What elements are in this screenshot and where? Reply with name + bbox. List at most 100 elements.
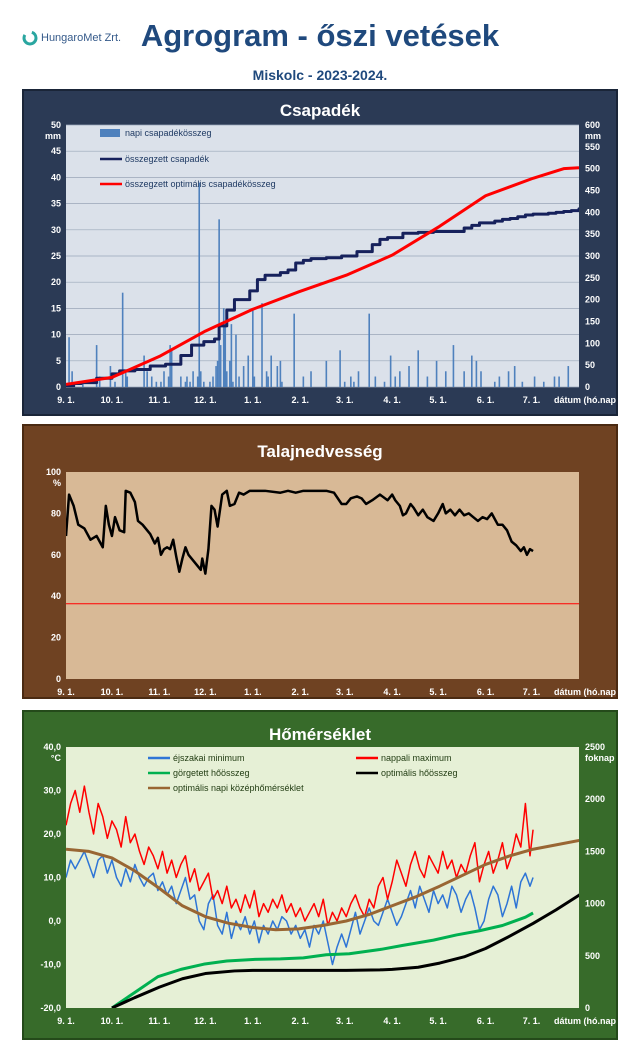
x-tick-label: 5. 1.: [429, 1016, 447, 1026]
series-group: [66, 489, 579, 605]
bar-mark: [475, 360, 478, 387]
series-line: [66, 850, 534, 966]
bar-mark: [155, 381, 158, 387]
series-line: [66, 489, 534, 575]
y-tick-label: 0,0: [48, 916, 61, 926]
bar-mark: [68, 337, 70, 387]
bar-mark: [203, 381, 205, 387]
y-tick-label: 45: [51, 146, 61, 156]
series-group: [66, 785, 579, 1008]
x-tick-label: 12. 1.: [194, 1016, 217, 1026]
series-line: [66, 838, 579, 932]
bar-mark: [444, 371, 447, 387]
bar-mark: [225, 371, 228, 387]
x-tick-label: 6. 1.: [477, 395, 495, 405]
x-tick-label: 1. 1.: [244, 1016, 262, 1026]
x-axis-label: dátum (hó.nap): [554, 687, 616, 697]
bar-mark: [114, 381, 116, 387]
x-tick-label: 7. 1.: [523, 687, 541, 697]
bar-mark: [417, 350, 420, 387]
chart-title: Talajnedvesség: [257, 442, 382, 461]
y2-tick-label: 0: [585, 1003, 590, 1013]
chart-title: Csapadék: [280, 101, 361, 120]
series-line: [66, 166, 579, 386]
bar-mark: [186, 376, 188, 387]
bar-mark: [343, 381, 346, 387]
bar-mark: [199, 371, 202, 387]
x-tick-label: 3. 1.: [336, 1016, 354, 1026]
y-tick-label: 20: [51, 277, 61, 287]
bar-mark: [95, 345, 98, 387]
x-tick-label: 10. 1.: [101, 395, 124, 405]
bar-mark: [279, 360, 282, 387]
bar-mark: [493, 381, 496, 387]
bar-mark: [150, 376, 153, 387]
y2-tick-label: 150: [585, 317, 600, 327]
y-tick-label: 10: [51, 330, 61, 340]
bar-mark: [121, 292, 124, 387]
y2-tick-label: 400: [585, 207, 600, 217]
y2-tick-label: 50: [585, 360, 595, 370]
bar-mark: [124, 371, 127, 387]
hungaromet-logo-icon: [22, 30, 38, 46]
bar-mark: [383, 381, 386, 387]
plot-area: [66, 472, 579, 679]
x-tick-label: 5. 1.: [429, 395, 447, 405]
y-tick-label: 50: [51, 120, 61, 130]
bar-mark: [542, 381, 545, 387]
y-tick-label: -20,0: [40, 1003, 61, 1013]
x-tick-label: 7. 1.: [523, 395, 541, 405]
legend-label: napi csapadékösszeg: [125, 128, 212, 138]
bar-mark: [126, 376, 129, 387]
bar-mark: [209, 381, 211, 387]
bar-mark: [267, 376, 269, 387]
page-subtitle: Miskolc - 2023-2024.: [252, 67, 388, 83]
bar-mark: [408, 366, 410, 387]
y2-tick-label: 100: [585, 338, 600, 348]
x-tick-label: 6. 1.: [477, 1016, 495, 1026]
bar-mark: [452, 345, 455, 387]
x-tick-label: 9. 1.: [57, 1016, 75, 1026]
y-unit-label: °C: [51, 753, 62, 763]
x-tick-label: 10. 1.: [101, 1016, 124, 1026]
bar-mark: [567, 366, 570, 387]
y-tick-label: 35: [51, 199, 61, 209]
bar-mark: [350, 376, 352, 387]
precipitation-panel: Csapadék 0 5 10 15 20 25 30 35 40 45 50 mm 0 50 100 150 2…: [22, 89, 618, 416]
y2-tick-label: 250: [585, 273, 600, 283]
series-group: [66, 166, 579, 387]
bar-mark: [229, 360, 231, 387]
bar-mark: [521, 381, 524, 387]
y2-tick-label: 0: [585, 382, 590, 392]
plot-area: [66, 747, 579, 1008]
bar-mark: [325, 360, 328, 387]
x-tick-label: 2. 1.: [292, 687, 310, 697]
series-line: [66, 207, 579, 387]
bar-mark: [216, 360, 219, 387]
hungaromet-logo: HungaroMet Zrt.: [22, 30, 121, 46]
y-tick-label: 20: [51, 633, 61, 643]
legend-label: optimális hőösszeg: [381, 768, 458, 778]
bar-mark: [293, 313, 295, 387]
y2-tick-label: 450: [585, 186, 600, 196]
page-title: Agrogram - őszi vetések: [140, 18, 500, 53]
bar-mark: [253, 376, 256, 387]
bar-mark: [426, 376, 429, 387]
y2-tick-label: 500: [585, 164, 600, 174]
bar-mark: [242, 366, 245, 387]
bar-mark: [218, 219, 220, 387]
x-tick-label: 9. 1.: [57, 687, 75, 697]
bar-mark: [170, 350, 173, 387]
y2-tick-label: 500: [585, 951, 600, 961]
x-tick-label: 4. 1.: [383, 395, 401, 405]
bar-mark: [368, 313, 371, 387]
bar-mark: [252, 308, 254, 387]
x-axis-label: dátum (hó.nap): [554, 395, 616, 405]
bar-mark: [219, 345, 222, 387]
x-tick-label: 4. 1.: [383, 687, 401, 697]
x-tick-label: 12. 1.: [194, 395, 217, 405]
bar-mark: [143, 355, 145, 387]
bar-mark: [238, 376, 240, 387]
bar-mark: [507, 371, 510, 387]
bar-mark: [180, 376, 182, 387]
